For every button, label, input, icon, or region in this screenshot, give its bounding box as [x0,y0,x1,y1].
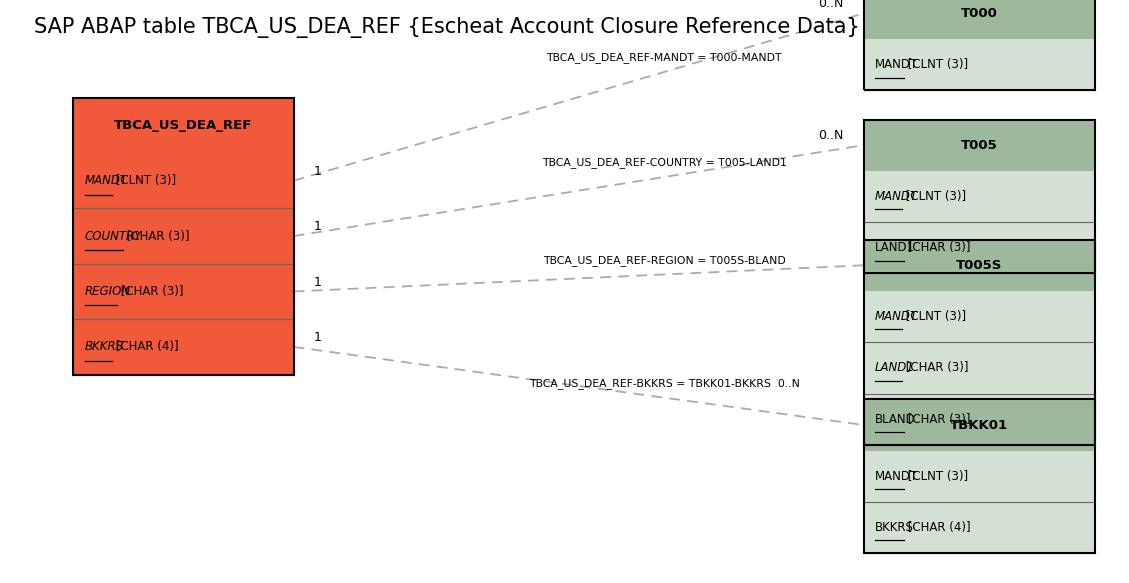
Text: COUNTRY: COUNTRY [85,230,142,243]
Text: 0..N: 0..N [819,129,843,142]
Text: MANDT: MANDT [875,470,918,483]
Text: LAND1: LAND1 [875,361,914,374]
Bar [73,319,294,374]
Text: LAND1: LAND1 [875,241,916,254]
Text: BKKRS: BKKRS [85,340,124,353]
Bar [864,0,1095,39]
Bar [864,502,1095,553]
Bar [864,120,1095,171]
Bar [864,171,1095,222]
Text: [CHAR (4)]: [CHAR (4)] [904,521,971,534]
Text: [CHAR (3)]: [CHAR (3)] [117,285,184,298]
Text: MANDT: MANDT [875,190,918,203]
Text: 1: 1 [314,276,322,289]
Bar [864,399,1095,451]
Text: BLAND: BLAND [875,413,916,426]
Text: [CHAR (3)]: [CHAR (3)] [904,241,971,254]
Text: TBCA_US_DEA_REF-MANDT = T000-MANDT: TBCA_US_DEA_REF-MANDT = T000-MANDT [546,52,782,63]
Bar [73,97,294,374]
Text: 1: 1 [314,220,322,233]
Text: REGION: REGION [85,285,131,298]
Text: MANDT: MANDT [85,174,128,187]
Bar [864,399,1095,553]
Text: [CLNT (3)]: [CLNT (3)] [904,470,969,483]
Bar [864,342,1095,394]
Text: T005: T005 [961,139,998,152]
Bar [73,264,294,319]
Text: [CHAR (3)]: [CHAR (3)] [904,413,971,426]
Text: MANDT: MANDT [875,310,918,323]
Bar [73,208,294,264]
Text: TBCA_US_DEA_REF-REGION = T005S-BLAND: TBCA_US_DEA_REF-REGION = T005S-BLAND [543,255,786,266]
Text: TBKK01: TBKK01 [951,419,1008,431]
Bar [73,153,294,208]
Text: 1: 1 [314,165,322,178]
Bar [864,39,1095,90]
Text: TBCA_US_DEA_REF-BKKRS = TBKK01-BKKRS  0..N: TBCA_US_DEA_REF-BKKRS = TBKK01-BKKRS 0..… [528,378,799,389]
Text: T000: T000 [961,7,998,20]
Bar [864,451,1095,502]
Text: [CHAR (3)]: [CHAR (3)] [123,230,190,243]
Bar [864,222,1095,273]
Text: BKKRS: BKKRS [875,521,913,534]
Text: TBCA_US_DEA_REF: TBCA_US_DEA_REF [114,119,253,132]
Text: MANDT: MANDT [875,58,918,71]
Text: T005S: T005S [956,259,1003,272]
Text: [CLNT (3)]: [CLNT (3)] [902,190,966,203]
Bar [864,120,1095,273]
Text: [CLNT (3)]: [CLNT (3)] [904,58,969,71]
Bar [864,0,1095,90]
Text: [CLNT (3)]: [CLNT (3)] [902,310,966,323]
Bar [864,291,1095,342]
Text: TBCA_US_DEA_REF-COUNTRY = T005-LAND1: TBCA_US_DEA_REF-COUNTRY = T005-LAND1 [542,157,787,168]
Bar [864,240,1095,291]
Text: 1: 1 [314,331,322,344]
Text: SAP ABAP table TBCA_US_DEA_REF {Escheat Account Closure Reference Data}: SAP ABAP table TBCA_US_DEA_REF {Escheat … [34,17,859,38]
Bar [864,240,1095,445]
Bar [73,97,294,153]
Text: [CLNT (3)]: [CLNT (3)] [112,174,176,187]
Bar [864,394,1095,445]
Text: [CHAR (3)]: [CHAR (3)] [902,361,969,374]
Text: [CHAR (4)]: [CHAR (4)] [112,340,178,353]
Text: 0..N: 0..N [819,0,843,10]
